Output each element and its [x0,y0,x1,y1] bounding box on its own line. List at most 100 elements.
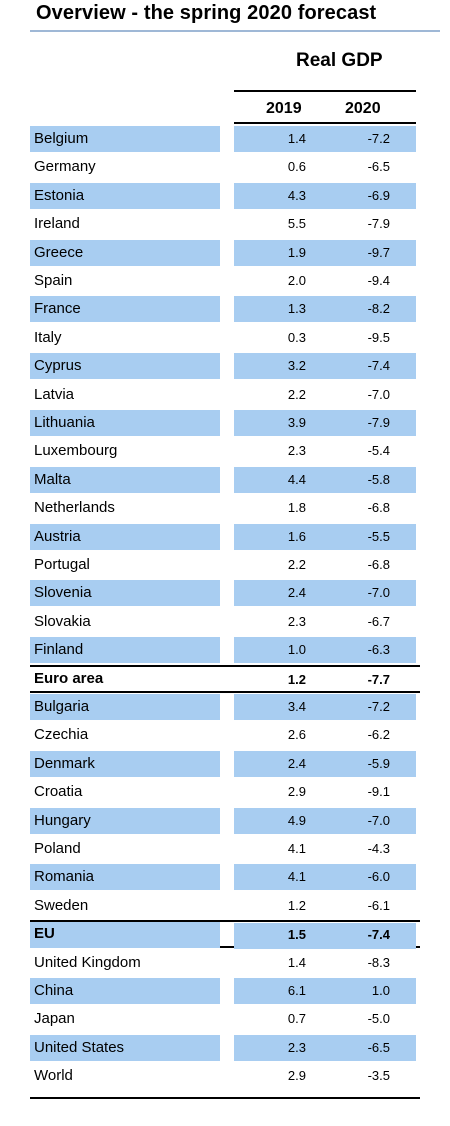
country-name: Malta [30,466,220,493]
value-2019: 3.2 [287,358,306,374]
header-bottom-rule [234,122,416,124]
country-name: Latvia [34,385,75,403]
value-cells: 3.9 -7.9 [234,410,416,436]
country-name: Slovakia [34,612,91,630]
value-2019: 2.0 [287,273,306,288]
value-2020: -7.4 [367,927,390,943]
column-group-header: Real GDP [296,50,383,71]
country-name: Slovenia [30,580,220,607]
table-row: Bulgaria 3.4 -7.2 [30,693,420,721]
value-2020: -3.5 [367,1068,390,1084]
table-row: World 2.9 -3.5 [30,1062,420,1090]
country-name: United Kingdom [34,953,141,971]
value-2020: -6.1 [367,897,390,913]
country-name: Hungary [30,807,220,834]
value-2019: 4.3 [287,187,306,203]
table-row: United States 2.3 -6.5 [30,1034,420,1062]
value-2020: -6.5 [367,159,390,175]
country-name: World [34,1067,73,1085]
value-cells: 5.5 -7.9 [234,211,416,237]
table-row: Hungary 4.9 -7.0 [30,807,420,835]
value-cells: 1.9 -9.7 [234,239,416,266]
value-2019: 1.4 [287,131,306,146]
value-2019: 1.3 [287,301,306,317]
country-name: Spain [34,272,73,289]
value-cells: 0.6 -6.5 [234,154,416,180]
value-2020: -9.4 [367,273,390,288]
value-cells: 2.6 -6.2 [234,722,416,748]
value-cells: 1.8 -6.8 [234,495,416,521]
value-cells: 4.9 -7.0 [234,807,416,834]
value-cells: 1.0 -6.3 [234,637,416,664]
value-2019: 4.1 [287,869,306,885]
value-2019: 2.3 [287,1039,306,1055]
table-row: Austria 1.6 -5.5 [30,523,420,551]
value-cells: 3.2 -7.4 [234,353,416,380]
table-row: Lithuania 3.9 -7.9 [30,409,420,437]
value-2020: -7.9 [367,415,390,430]
value-2019: 1.8 [287,500,306,516]
year-header-2020: 2020 [345,100,381,117]
table-row: Ireland 5.5 -7.9 [30,210,420,238]
value-2019: 1.4 [287,954,306,970]
value-2020: -6.2 [367,727,390,743]
country-name: Finland [30,637,220,664]
value-2019: 2.4 [287,585,306,601]
value-2020: -5.8 [367,471,390,487]
value-2020: -6.8 [367,557,390,572]
value-2020: -5.9 [367,755,390,771]
value-cells: 2.9 -3.5 [234,1063,416,1089]
value-2020: -6.9 [367,187,390,203]
title-divider [30,30,440,32]
value-2020: -7.0 [367,386,390,402]
value-2020: -7.0 [367,812,390,828]
value-2019: 5.5 [287,216,306,232]
value-2020: -7.0 [367,585,390,601]
table-row: Croatia 2.9 -9.1 [30,778,420,806]
value-cells: 2.3 -6.7 [234,609,416,635]
value-2019: 1.9 [287,244,306,260]
country-name: EU [30,922,220,949]
table-row: Netherlands 1.8 -6.8 [30,494,420,522]
table-row: Greece 1.9 -9.7 [30,239,420,267]
value-cells: 2.4 -7.0 [234,580,416,607]
table-row: Malta 4.4 -5.8 [30,466,420,494]
value-cells: 2.0 -9.4 [234,268,416,294]
table-row: Poland 4.1 -4.3 [30,835,420,863]
country-name: Greece [30,239,220,266]
value-cells: 1.4 -7.2 [234,126,416,152]
value-2019: 1.0 [287,642,306,658]
country-name: Italy [34,328,62,346]
value-2020: -8.2 [367,301,390,317]
value-2019: 2.3 [287,613,306,629]
value-2019: 4.1 [287,841,306,856]
country-name: Portugal [34,556,90,573]
table-row: Germany 0.6 -6.5 [30,153,420,181]
value-cells: 2.2 -6.8 [234,552,416,578]
value-2019: 2.2 [287,557,306,572]
value-cells: 4.4 -5.8 [234,466,416,493]
value-cells: 2.4 -5.9 [234,750,416,777]
country-name: Euro area [34,669,104,687]
table-row: Denmark 2.4 -5.9 [30,750,420,778]
value-2019: 4.4 [287,471,306,487]
value-2019: 2.9 [287,784,306,800]
aggregate-row: EU 1.5 -7.4 [30,920,420,950]
table-row: Estonia 4.3 -6.9 [30,182,420,210]
value-cells: 0.3 -9.5 [234,325,416,351]
table-row: Japan 0.7 -5.0 [30,1005,420,1033]
value-2020: -6.3 [367,642,390,658]
value-2020: -5.0 [367,1011,390,1027]
value-cells: 1.2 -6.1 [234,893,416,919]
value-cells: 4.3 -6.9 [234,182,416,209]
table-row: Belgium 1.4 -7.2 [30,125,420,153]
table-row: Italy 0.3 -9.5 [30,324,420,352]
value-2020: -5.4 [367,443,390,459]
country-name: China [30,978,220,1004]
value-cells: 1.2 -7.7 [234,668,416,694]
table-row: Romania 4.1 -6.0 [30,863,420,891]
value-cells: 2.2 -7.0 [234,382,416,408]
table-row: Luxembourg 2.3 -5.4 [30,437,420,465]
value-2020: 1.0 [371,983,390,998]
year-header-2019: 2019 [266,100,302,117]
